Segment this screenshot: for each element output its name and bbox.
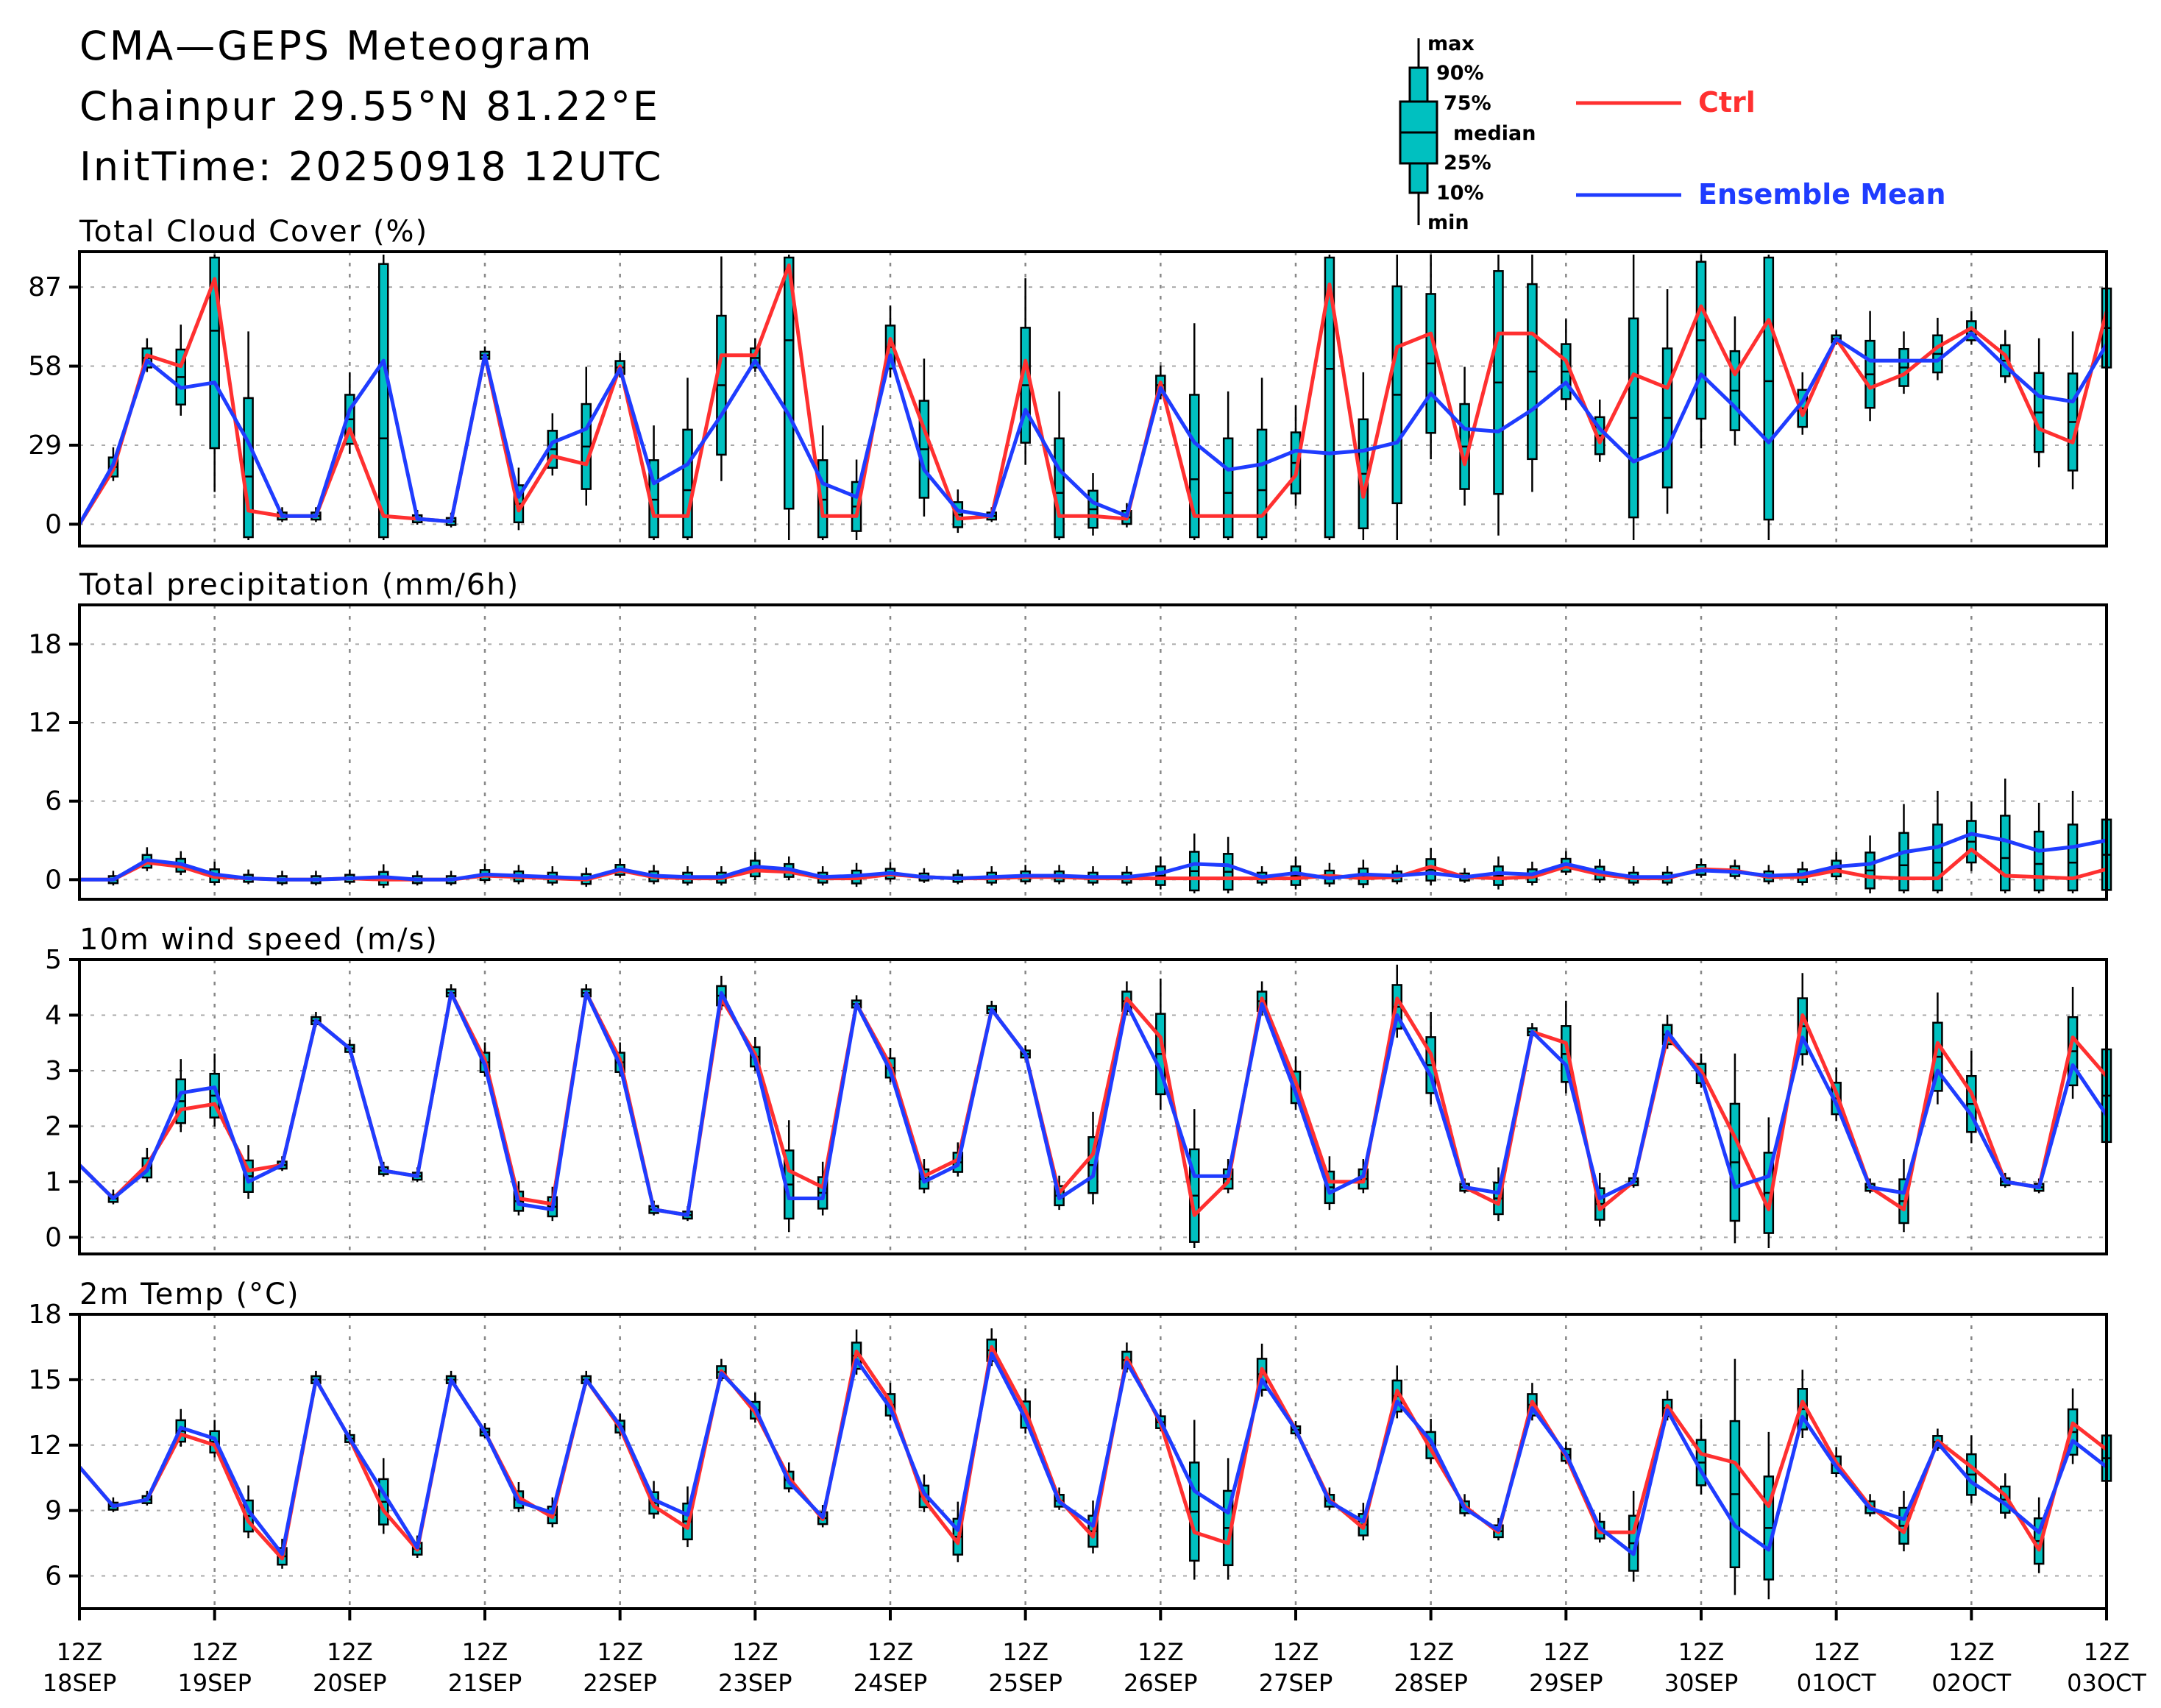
ensemble-mean-series-line [79,832,2107,882]
box-body [1932,823,1943,892]
y-tick-label: 6 [45,1562,62,1592]
x-tick-label-hour: 12Z [327,1638,373,1666]
legend-label-max: max [1427,32,1475,55]
y-tick-label: 3 [45,1056,62,1086]
panel-frame [78,603,2108,901]
legend-label-p25: 25% [1444,152,1491,174]
x-tick-label-hour: 12Z [867,1638,914,1666]
y-tick-label: 12 [28,1431,62,1461]
x-tick-label-date: 24SEP [854,1669,928,1697]
y-tick-label: 0 [45,509,62,539]
y-tick-label: 12 [28,708,62,738]
y-tick-label: 29 [28,430,62,461]
x-tick-label-hour: 12Z [1948,1638,1995,1666]
box-body [784,256,795,510]
box-body [2067,823,2079,892]
legend-label-p10: 10% [1436,182,1484,205]
x-tick-label-hour: 12Z [1678,1638,1725,1666]
legend-ctrl-label: Ctrl [1698,86,1756,118]
y-tick-label: 87 [28,272,62,302]
panel-frame [78,1313,2108,1610]
x-tick-label-hour: 12Z [1813,1638,1859,1666]
chart-title: CMA—GEPS Meteogram [79,23,594,69]
ensemble-mean-series-line [78,1351,2108,1556]
x-tick-label-hour: 12Z [732,1638,778,1666]
x-tick-label-date: 23SEP [718,1669,792,1697]
x-axis: 12Z 18SEP 12Z 19SEP 12Z 20SEP 12Z 21SEP 12Z 22SEP… [43,1609,2146,1697]
y-tick-label: 5 [45,945,62,975]
box-body [1763,256,1775,521]
legend-label-median: median [1453,122,1536,145]
panel-1: 0 6 12 18 Total precipitation (mm/6h) [28,568,2112,901]
box-body [2033,830,2045,892]
x-tick-label-date: 18SEP [43,1669,117,1697]
x-tick-label-hour: 12Z [191,1638,238,1666]
ctrl-series-line [78,1344,2108,1561]
x-tick-label-date: 02OCT [1931,1669,2011,1697]
box-body [1256,428,1268,539]
box-body [243,397,254,539]
box-body [1324,256,1335,539]
x-tick-label-date: 21SEP [448,1669,522,1697]
y-tick-label: 58 [28,352,62,382]
x-tick-label-date: 25SEP [988,1669,1062,1697]
y-tick-label: 6 [45,787,62,817]
header: CMA—GEPS Meteogram Chainpur 29.55°N 81.2… [79,16,664,197]
box-body [1054,437,1065,539]
x-tick-label-hour: 12Z [2084,1638,2130,1666]
x-tick-label-date: 28SEP [1394,1669,1468,1697]
x-tick-label-date: 27SEP [1259,1669,1333,1697]
x-tick-label-hour: 12Z [462,1638,508,1666]
x-tick-label-date: 22SEP [583,1669,657,1697]
x-tick-label-hour: 12Z [597,1638,643,1666]
x-tick-label-date: 20SEP [313,1669,387,1697]
y-tick-label: 9 [45,1496,62,1526]
y-tick-label: 2 [45,1111,62,1141]
x-tick-label-hour: 12Z [1543,1638,1589,1666]
x-tick-label-date: 03OCT [2067,1669,2146,1697]
x-tick-label-hour: 12Z [1002,1638,1048,1666]
box-body [2000,815,2011,892]
y-tick-label: 1 [45,1167,62,1197]
x-tick-label-hour: 12Z [1408,1638,1454,1666]
box-body [1898,832,1909,892]
panel-title: 2m Temp (°C) [79,1278,300,1311]
ensemble-mean-series-line [77,331,2109,525]
x-tick-label-date: 26SEP [1124,1669,1198,1697]
panel-title: Total Cloud Cover (%) [79,215,428,249]
y-tick-label: 0 [45,1222,62,1252]
x-tick-label-date: 29SEP [1529,1669,1603,1697]
y-tick-label: 0 [45,865,62,895]
legend: max 90% 75% median 25% 10% min Ctrl Ense… [1399,32,1946,234]
x-tick-label-hour: 12Z [1138,1638,1184,1666]
y-tick-label: 4 [45,1000,62,1030]
init-time-label: InitTime: 20250918 12UTC [79,143,664,190]
box-body [682,428,693,539]
panel-frame [78,958,2108,1255]
box-body [378,263,389,539]
panel-0: 0 29 58 87 Total Cloud Cover (%) [28,215,2112,548]
panel-title: 10m wind speed (m/s) [79,923,439,957]
panel-frame [78,250,2108,548]
x-tick-label-hour: 12Z [1273,1638,1319,1666]
panel-3: 6 9 12 15 18 2m Temp (°C) [28,1278,2112,1610]
legend-mean-label: Ensemble Mean [1698,178,1946,210]
panel-2: 0 1 2 3 4 5 10m wind speed (m/s) [45,923,2112,1255]
panel-title: Total precipitation (mm/6h) [79,568,519,602]
location-label: Chainpur 29.55°N 81.22°E [79,83,660,130]
legend-label-p75: 75% [1444,92,1491,115]
y-tick-label: 18 [28,629,62,659]
x-tick-label-date: 19SEP [177,1669,252,1697]
x-tick-label-date: 01OCT [1797,1669,1876,1697]
y-tick-label: 15 [28,1365,62,1395]
box-body [1222,437,1234,539]
legend-label-min: min [1427,211,1469,234]
y-tick-label: 18 [28,1300,62,1330]
ensemble-mean-series-line [78,991,2109,1217]
legend-label-p90: 90% [1436,62,1484,85]
x-tick-label-hour: 12Z [57,1638,103,1666]
x-tick-label-date: 30SEP [1664,1669,1739,1697]
